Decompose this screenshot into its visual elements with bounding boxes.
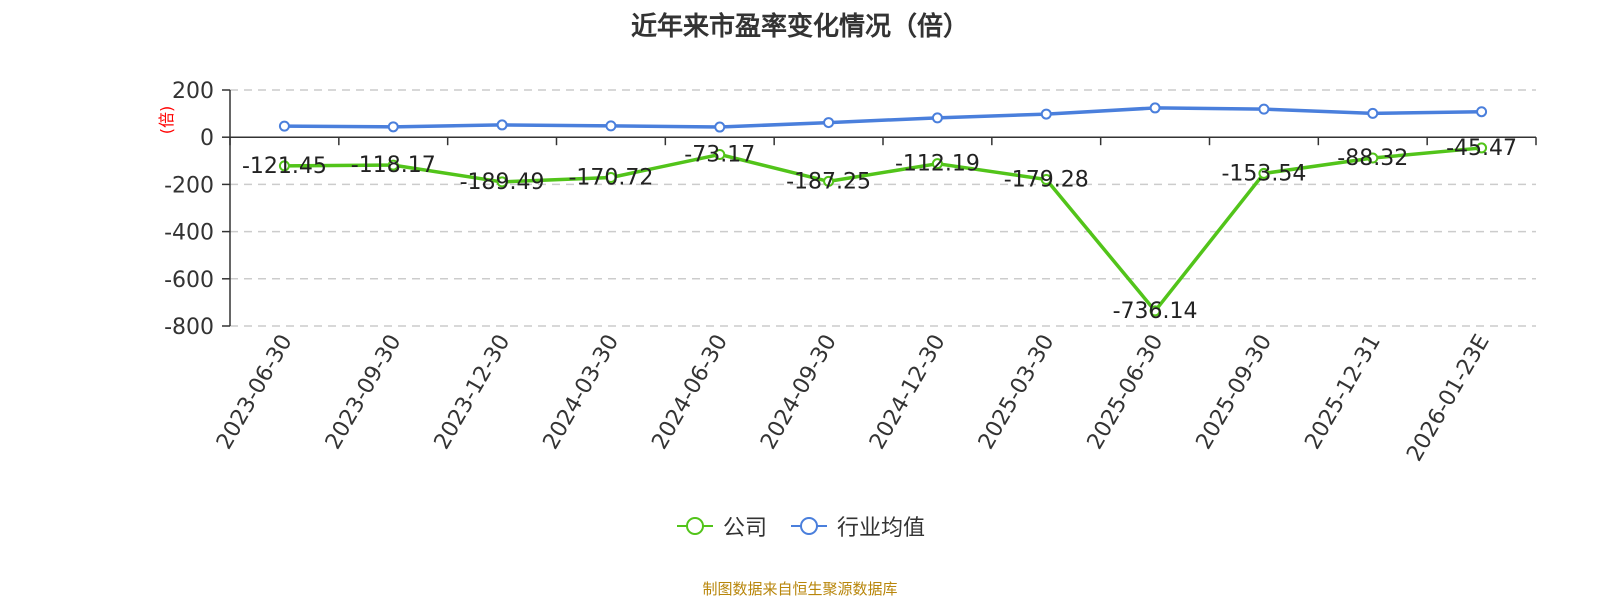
data-point [1149,305,1161,317]
data-label: -170.72 [568,165,653,190]
series-line-1 [284,146,1482,313]
data-label: -45.47 [1446,136,1517,161]
y-axis-label: (倍) [157,106,176,135]
data-point [387,121,399,133]
data-point [1258,103,1270,115]
legend: 公司 行业均值 [0,510,1600,542]
y-tick-label: -800 [164,315,214,340]
x-tick-label: 2024-06-30 [647,331,733,454]
x-tick-label: 2023-12-30 [430,331,516,454]
x-tick-label: 2026-01-23E [1402,331,1495,466]
data-point [1040,108,1052,120]
y-tick-label: -600 [164,268,214,293]
legend-item[interactable]: 行业均值 [789,510,925,542]
x-tick-label: 2023-06-30 [212,331,298,454]
data-point [931,158,943,170]
x-tick-label: 2024-09-30 [756,331,842,454]
y-tick-label: -400 [164,221,214,246]
x-tick-label: 2025-06-30 [1083,331,1169,454]
y-tick-label: -200 [164,173,214,198]
data-label: -179.28 [1004,168,1089,193]
data-point [496,119,508,131]
data-label: -736.14 [1113,299,1198,324]
x-tick-label: 2025-12-31 [1300,331,1386,454]
data-point [823,175,835,187]
source-note: 制图数据来自恒生聚源数据库 [702,580,898,598]
legend-label: 公司 [722,516,767,541]
legend-line-circle-icon [791,517,827,535]
data-point [714,121,726,133]
data-label: -187.25 [786,169,871,194]
chart-title: 近年来市盈率变化情况（倍） [630,12,969,42]
legend-line-circle-icon [676,517,713,535]
data-point [823,117,835,129]
data-label: -118.17 [351,153,436,178]
data-point [387,159,399,171]
data-point [714,148,726,160]
series-line-2 [284,106,1482,129]
y-tick-label: 200 [172,79,214,104]
data-label: -88.32 [1337,146,1408,171]
data-label: -121.45 [242,154,327,179]
legend-label: 行业均值 [837,516,926,541]
data-point [931,112,943,124]
data-point [1476,142,1488,154]
data-point [605,120,617,132]
data-point [278,160,290,172]
data-point [278,120,290,132]
data-point [1367,107,1379,119]
data-label: -112.19 [895,152,980,177]
y-tick-label: 0 [200,126,214,151]
data-point [605,171,617,183]
data-point [1149,102,1161,114]
x-tick-label: 2025-03-30 [974,331,1060,454]
data-point [1040,174,1052,186]
data-point [1476,106,1488,118]
data-point [1258,167,1270,179]
data-point [1367,152,1379,164]
x-tick-label: 2025-09-30 [1192,331,1278,454]
x-tick-label: 2024-03-30 [539,331,625,454]
x-tick-label: 2023-09-30 [321,331,407,454]
legend-item[interactable]: 公司 [675,510,767,542]
x-tick-label: 2024-12-30 [865,331,951,454]
data-point [496,176,508,188]
data-label: -73.17 [684,142,755,167]
data-label: -153.54 [1221,161,1306,186]
data-label: -189.49 [460,170,545,195]
